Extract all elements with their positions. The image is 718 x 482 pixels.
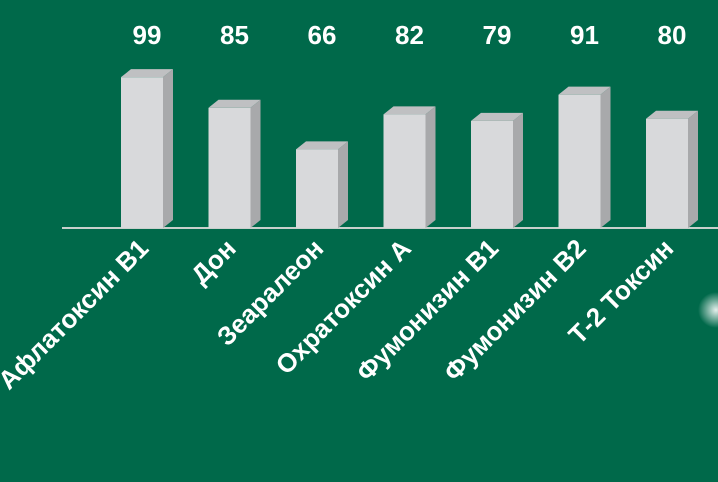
bar-top (383, 106, 436, 115)
bar (471, 120, 513, 228)
bar-top (296, 141, 348, 150)
bar (646, 118, 688, 228)
decoration (698, 292, 718, 328)
value-label: 82 (395, 20, 424, 50)
value-label: 79 (483, 20, 512, 50)
value-label: 66 (308, 20, 337, 50)
bar-side (513, 112, 523, 228)
bar-side (338, 141, 348, 228)
value-label: 80 (658, 20, 687, 50)
bar (296, 149, 338, 228)
bar-top (121, 69, 173, 78)
value-label: 85 (220, 20, 249, 50)
bar-side (250, 99, 261, 229)
bar-side (163, 69, 173, 228)
bar (558, 94, 601, 229)
bar-top (558, 86, 611, 95)
bar (383, 114, 426, 228)
value-label: 99 (133, 20, 162, 50)
bar (121, 77, 163, 228)
bar-side (600, 86, 611, 229)
bar (208, 107, 251, 228)
bar-top (646, 110, 698, 119)
value-label: 91 (570, 20, 599, 50)
bar-top (208, 99, 261, 108)
bar-side (688, 110, 698, 228)
bar-top (471, 112, 523, 121)
bar-side (425, 106, 436, 228)
